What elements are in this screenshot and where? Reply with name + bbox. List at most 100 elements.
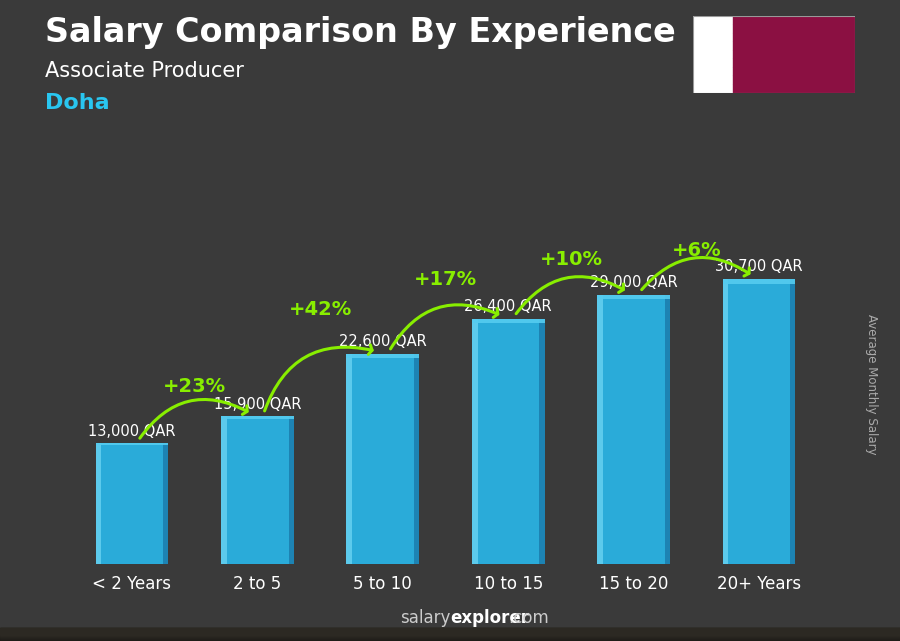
Polygon shape [734, 50, 757, 59]
Bar [0, 633, 900, 639]
Bar [0, 631, 900, 638]
Bar [163, 444, 168, 564]
Bar [723, 279, 728, 564]
Bar [0, 634, 900, 640]
Bar [0, 632, 900, 638]
Polygon shape [734, 33, 757, 42]
Text: .com: .com [508, 609, 549, 627]
Bar [0, 633, 900, 639]
Bar [539, 319, 544, 564]
Bar [0, 633, 900, 639]
Bar [0, 633, 900, 639]
Bar [0, 635, 900, 641]
Bar [0, 629, 900, 636]
Bar [0, 629, 900, 636]
Bar [0, 632, 900, 638]
Bar [0, 631, 900, 637]
Bar [0, 630, 900, 637]
Bar [0, 629, 900, 636]
Bar [95, 444, 168, 445]
Bar [414, 354, 419, 564]
Bar [0, 629, 900, 636]
Bar [0, 633, 900, 640]
Bar [0, 631, 900, 638]
Bar [95, 444, 168, 564]
Bar [0, 635, 900, 641]
Bar [0, 628, 900, 635]
Bar [0, 630, 900, 637]
Bar [0, 634, 900, 640]
Bar [0, 630, 900, 637]
Bar [472, 319, 478, 564]
Bar [0, 632, 900, 638]
Bar [0, 633, 900, 639]
Bar [0, 632, 900, 638]
Bar [0, 629, 900, 636]
Bar [0, 628, 900, 635]
Bar [0, 632, 900, 638]
Bar [0, 630, 900, 637]
Bar [0, 629, 900, 635]
Polygon shape [734, 16, 757, 24]
Bar [0, 628, 900, 635]
Text: explorer: explorer [450, 609, 529, 627]
Bar [0, 634, 900, 640]
Bar [0, 631, 900, 637]
Bar [0, 633, 900, 640]
Bar [0, 629, 900, 635]
Polygon shape [734, 59, 757, 67]
Bar [0, 631, 900, 637]
Bar [0, 630, 900, 637]
Bar [0, 632, 900, 638]
Bar [0, 630, 900, 637]
Bar [0, 633, 900, 639]
Bar [0, 635, 900, 641]
Bar [0, 631, 900, 637]
Bar [0, 634, 900, 640]
Bar [0, 631, 900, 638]
Bar [0, 629, 900, 636]
Bar [0, 633, 900, 640]
Bar [0, 629, 900, 636]
Bar [598, 295, 670, 299]
Bar [0, 628, 900, 635]
Bar [0, 629, 900, 636]
Bar [221, 416, 293, 564]
Bar [0, 631, 900, 637]
Bar [346, 354, 352, 564]
Polygon shape [734, 85, 757, 93]
Polygon shape [734, 76, 757, 85]
Bar [0, 630, 900, 637]
Bar [0, 633, 900, 640]
Text: +23%: +23% [163, 377, 226, 396]
Bar [346, 354, 419, 564]
Text: +17%: +17% [414, 270, 477, 289]
Bar [221, 416, 293, 419]
Bar [0, 633, 900, 639]
Bar [0, 631, 900, 638]
Bar [0, 629, 900, 635]
Text: 26,400 QAR: 26,400 QAR [464, 299, 552, 314]
Text: Average Monthly Salary: Average Monthly Salary [865, 314, 878, 455]
Bar [0, 631, 900, 637]
Bar [95, 444, 102, 564]
Bar [221, 416, 227, 564]
Bar [0, 629, 900, 636]
Bar [598, 295, 670, 564]
Bar [0, 629, 900, 635]
Polygon shape [734, 67, 757, 76]
Bar [0, 634, 900, 640]
Text: Doha: Doha [45, 93, 110, 113]
Text: Salary Comparison By Experience: Salary Comparison By Experience [45, 16, 676, 49]
Bar [0, 634, 900, 640]
Bar [0, 631, 900, 638]
Bar [0, 634, 900, 640]
Bar [0, 631, 900, 637]
Bar [0, 633, 900, 640]
Text: 13,000 QAR: 13,000 QAR [88, 424, 176, 438]
Bar [598, 295, 603, 564]
Bar [0, 631, 900, 637]
Bar [0, 631, 900, 638]
Text: 30,700 QAR: 30,700 QAR [716, 259, 803, 274]
Bar [723, 279, 796, 564]
